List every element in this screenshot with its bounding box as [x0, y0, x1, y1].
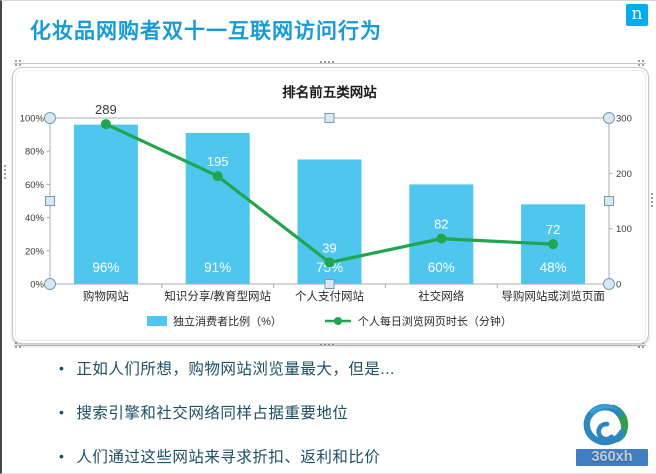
bar-value-label: 48% — [540, 260, 567, 275]
chart-resize-handle-mid[interactable] — [324, 113, 335, 123]
category-label: 导购网站或浏览页面 — [501, 289, 605, 303]
right-axis-label: 0 — [616, 280, 621, 291]
line-value-label: 195 — [207, 154, 229, 169]
chart-title[interactable]: 排名前五类网站 — [282, 85, 377, 100]
bullet-item[interactable]: 人们通过这些网站来寻求折扣、返利和比价 — [59, 445, 395, 467]
bullet-item[interactable]: 正如人们所想，购物网站浏览量最大，但是... — [59, 357, 395, 379]
right-axis-label: 100 — [616, 224, 632, 235]
chart-resize-handle-corner[interactable] — [603, 278, 615, 290]
swirl-icon — [583, 404, 629, 446]
left-axis-label: 60% — [25, 180, 45, 191]
category-label: 社交网络 — [418, 289, 464, 303]
bar-0[interactable] — [73, 124, 138, 284]
line-marker-1[interactable] — [212, 171, 223, 182]
line-series-label: 个人每日浏览网页时长（分钟） — [357, 316, 512, 328]
chart-resize-handle-mid[interactable] — [604, 196, 614, 206]
bar-series-label: 独立消费者比例（%） — [173, 316, 282, 328]
bar-value-label: 96% — [92, 260, 119, 275]
placeholder-handle-top-center[interactable] — [320, 61, 322, 63]
left-axis-label: 40% — [25, 213, 45, 224]
page-title[interactable]: 化妆品网购者双十一互联网访问行为 — [30, 20, 382, 43]
placeholder-handle-bottom-center[interactable] — [320, 343, 322, 345]
left-axis-label: 0% — [30, 280, 44, 291]
chart-resize-handle-corner[interactable] — [44, 112, 56, 124]
watermark-label: 360xh — [576, 449, 648, 466]
legend-item-bar-series[interactable]: 独立消费者比例（%） — [147, 313, 282, 329]
watermark-360xh: 360xh — [554, 400, 650, 468]
left-axis-label: 80% — [25, 147, 45, 158]
bullet-item[interactable]: 搜索引擎和社交网络同样占据重要地位 — [59, 401, 395, 423]
placeholder-handle-top-right[interactable] — [638, 60, 640, 62]
category-label: 知识分享/教育型网站 — [164, 289, 271, 303]
category-label: 个人支付网站 — [295, 289, 364, 303]
category-label: 购物网站 — [83, 289, 129, 303]
chart-legend[interactable]: 独立消费者比例（%） 个人每日浏览网页时长（分钟） — [50, 313, 609, 329]
line-marker-4[interactable] — [548, 239, 559, 250]
line-value-label: 39 — [322, 240, 336, 255]
line-value-label: 72 — [546, 222, 560, 237]
left-axis-label: 20% — [25, 246, 45, 257]
placeholder-handle-top-left[interactable] — [15, 60, 17, 62]
line-value-label: 289 — [95, 102, 117, 117]
bar-series-swatch — [147, 316, 168, 326]
placeholder-handle-left-center[interactable] — [4, 165, 6, 167]
nielsen-logo-letter: n — [631, 4, 643, 24]
bar-1[interactable] — [185, 132, 250, 284]
placeholder-handle-right-center[interactable] — [651, 193, 653, 195]
line-series-swatch — [324, 317, 351, 325]
right-axis-label: 300 — [616, 114, 632, 125]
chart-resize-handle-mid[interactable] — [45, 196, 55, 206]
chart-resize-handle-mid[interactable] — [324, 279, 335, 289]
placeholder-handle-bottom-left[interactable] — [15, 342, 17, 344]
right-axis-label: 200 — [616, 169, 632, 180]
bar-value-label: 60% — [428, 260, 455, 275]
bullet-text-block[interactable]: 正如人们所想，购物网站浏览量最大，但是... 搜索引擎和社交网络同样占据重要地位… — [59, 357, 395, 473]
chart-resize-handle-corner[interactable] — [44, 278, 56, 290]
line-marker-3[interactable] — [436, 233, 447, 244]
nielsen-logo: n — [626, 4, 648, 26]
bar-value-label: 91% — [204, 260, 231, 275]
placeholder-border-top — [14, 63, 646, 64]
line-marker-2[interactable] — [324, 257, 335, 268]
line-marker-0[interactable] — [100, 119, 111, 130]
line-value-label: 82 — [434, 217, 448, 232]
placeholder-border-bottom — [14, 345, 646, 346]
legend-item-line-series[interactable]: 个人每日浏览网页时长（分钟） — [324, 313, 512, 329]
left-axis-label: 100% — [20, 114, 45, 125]
bar-value-label: 75% — [316, 260, 343, 275]
chart-resize-handle-corner[interactable] — [603, 112, 615, 124]
